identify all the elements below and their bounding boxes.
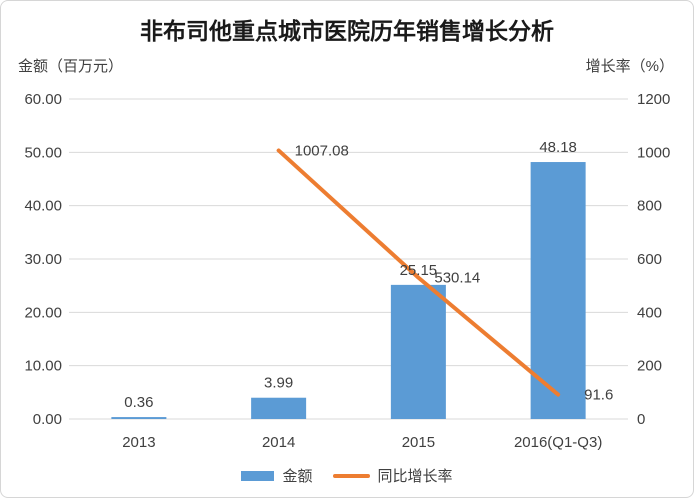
line-value-label: 1007.08	[295, 142, 349, 159]
left-tick-label: 60.00	[24, 91, 62, 108]
legend-label-growth-rate: 同比增长率	[377, 468, 453, 485]
legend-bar-swatch-icon	[241, 470, 275, 481]
bar-value-label: 25.15	[400, 262, 438, 279]
right-tick-label: 400	[637, 304, 662, 321]
line-value-label: 530.14	[434, 270, 480, 287]
legend-line-swatch-icon	[332, 473, 370, 478]
line-value-label: 91.6	[584, 387, 613, 404]
category-label: 2014	[262, 434, 295, 451]
growth-line	[276, 148, 561, 397]
category-label: 2015	[402, 434, 435, 451]
left-tick-label: 0.00	[33, 411, 62, 428]
bar	[111, 417, 167, 419]
right-tick-label: 200	[637, 358, 662, 375]
chart-title: 非布司他重点城市医院历年销售增长分析	[140, 18, 554, 44]
right-tick-label: 0	[637, 411, 645, 428]
chart-legend: 金额 同比增长率	[1, 465, 693, 486]
right-tick-label: 1000	[637, 144, 670, 161]
right-tick-label: 800	[637, 198, 662, 215]
bar	[390, 284, 446, 419]
bar-value-label: 0.36	[124, 394, 153, 411]
category-label: 2016(Q1-Q3)	[514, 434, 602, 451]
bar-value-label: 3.99	[264, 375, 293, 392]
right-axis-title: 增长率（%）	[585, 58, 674, 75]
left-axis-title: 金额（百万元）	[18, 58, 124, 75]
left-tick-label: 50.00	[24, 144, 62, 161]
left-tick-label: 40.00	[24, 198, 62, 215]
category-label: 2013	[122, 434, 155, 451]
legend-label-amount: 金额	[282, 468, 313, 485]
left-tick-label: 20.00	[24, 304, 62, 321]
right-tick-label: 600	[637, 251, 662, 268]
left-tick-label: 30.00	[24, 251, 62, 268]
left-tick-label: 10.00	[24, 358, 62, 375]
right-tick-label: 1200	[637, 91, 670, 108]
bar	[530, 162, 586, 420]
chart-plot: 60.00 1200 50.00 1000 40.00 800 30.00 600 20.00 4…	[24, 91, 670, 451]
bar-value-label: 48.18	[539, 139, 577, 156]
bar	[251, 397, 307, 419]
